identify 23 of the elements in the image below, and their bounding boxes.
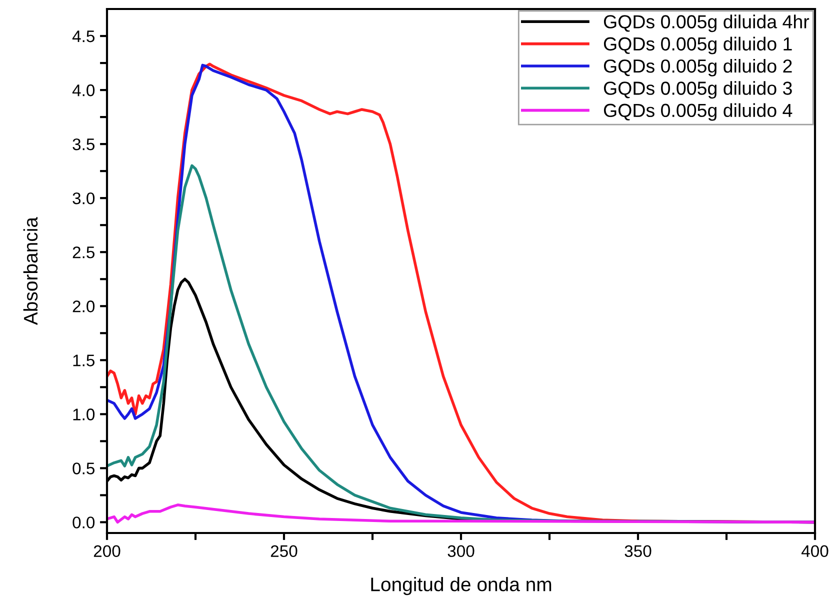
y-tick-label: 1.5: [73, 354, 94, 366]
x-axis-title: Longitud de onda nm: [371, 577, 552, 596]
y-axis-title: Absorbancia: [23, 216, 38, 326]
legend-label: GQDs 0.005g diluido 1: [604, 36, 792, 54]
x-tick-label: 250: [270, 545, 298, 558]
line-series: [107, 504, 815, 524]
x-tick-label: 350: [624, 545, 652, 558]
x-tick-label: 300: [448, 545, 474, 558]
legend-label: GQDs 0.005g diluido 4: [604, 103, 792, 121]
y-tick-label: 2.5: [72, 246, 94, 258]
y-tick-label: 4.0: [72, 84, 95, 96]
y-tick-label: 3.0: [72, 192, 95, 204]
y-tick-label: 2.0: [72, 300, 95, 312]
legend-label: GQDs 0.005g diluido 3: [604, 81, 792, 99]
y-tick-label: 1.0: [73, 408, 95, 420]
y-tick-label: 4.5: [72, 30, 94, 42]
y-tick-label: 3.5: [72, 138, 94, 150]
x-tick-label: 400: [801, 545, 828, 558]
y-tick-label: 0.5: [72, 462, 94, 474]
legend-label: GQDs 0.005g diluido 2: [604, 58, 792, 76]
legend-label: GQDs 0.005g diluida 4hr: [604, 14, 810, 32]
y-tick-label: 0.0: [72, 516, 95, 528]
x-tick-label: 200: [94, 545, 120, 558]
